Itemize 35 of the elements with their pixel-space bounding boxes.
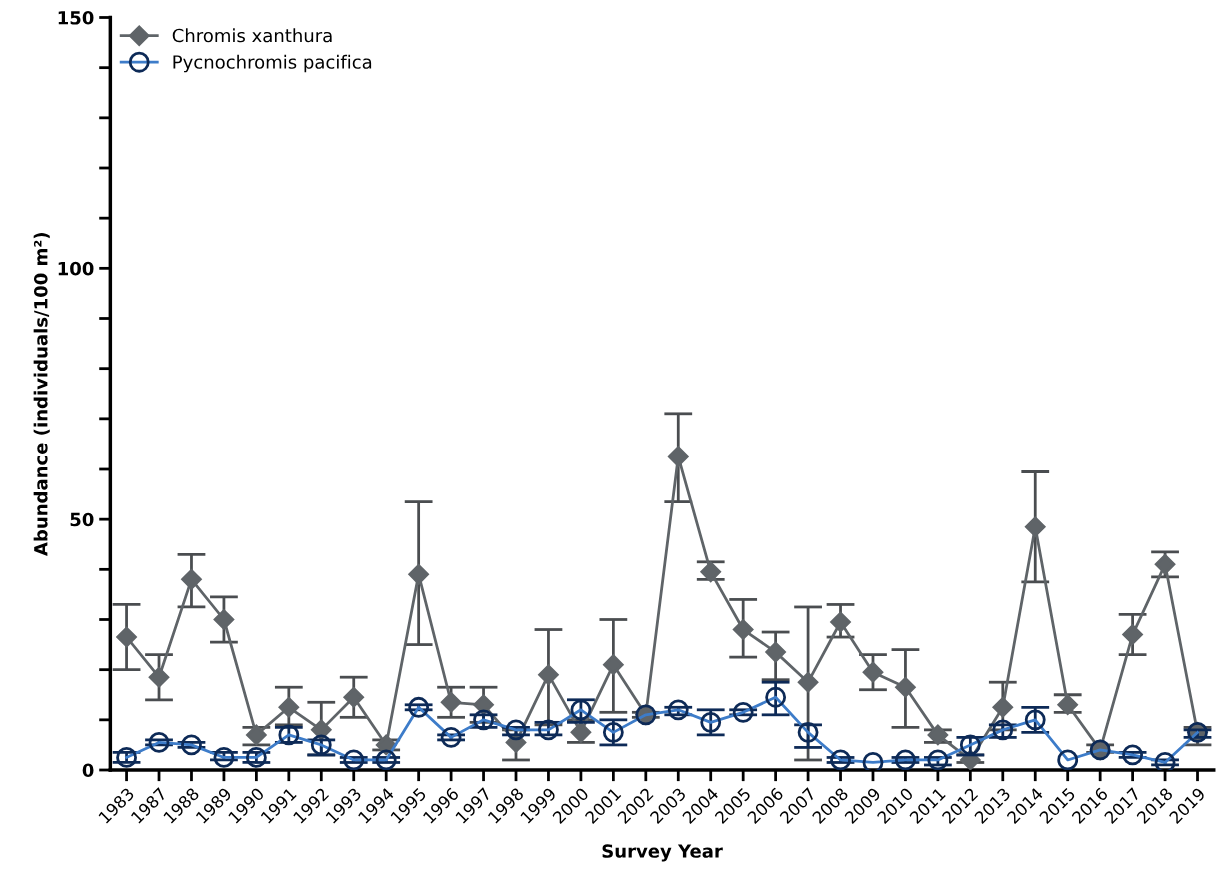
point xyxy=(603,654,624,675)
y-tick-label: 0 xyxy=(82,763,94,778)
point xyxy=(1154,554,1176,575)
point xyxy=(862,661,884,683)
point xyxy=(343,687,364,708)
legend-label: Chromis xanthura xyxy=(172,28,332,43)
point xyxy=(668,446,689,467)
point xyxy=(473,694,494,716)
point xyxy=(440,692,462,713)
point xyxy=(732,619,754,640)
x-axis-title: Survey Year xyxy=(602,844,723,862)
point xyxy=(408,564,429,585)
y-axis-title: Abundance (individuals/100 m²) xyxy=(33,232,50,556)
point xyxy=(148,666,170,688)
point xyxy=(116,626,137,648)
point xyxy=(797,671,819,693)
y-tick-label: 100 xyxy=(58,261,94,276)
point xyxy=(213,609,235,630)
y-tick-label: 50 xyxy=(70,512,94,527)
point xyxy=(246,724,267,746)
point xyxy=(895,677,916,698)
point xyxy=(1122,624,1143,645)
legend-label: Pycnochromis pacifica xyxy=(173,54,372,73)
point xyxy=(765,641,786,663)
point xyxy=(278,697,300,718)
point xyxy=(1057,694,1078,716)
point xyxy=(927,724,949,746)
point xyxy=(181,569,202,590)
point xyxy=(1025,516,1046,537)
point xyxy=(311,719,332,741)
point xyxy=(375,734,397,756)
point xyxy=(538,664,559,685)
point xyxy=(830,611,851,633)
point xyxy=(992,697,1014,718)
y-tick-label: 150 xyxy=(58,10,94,25)
